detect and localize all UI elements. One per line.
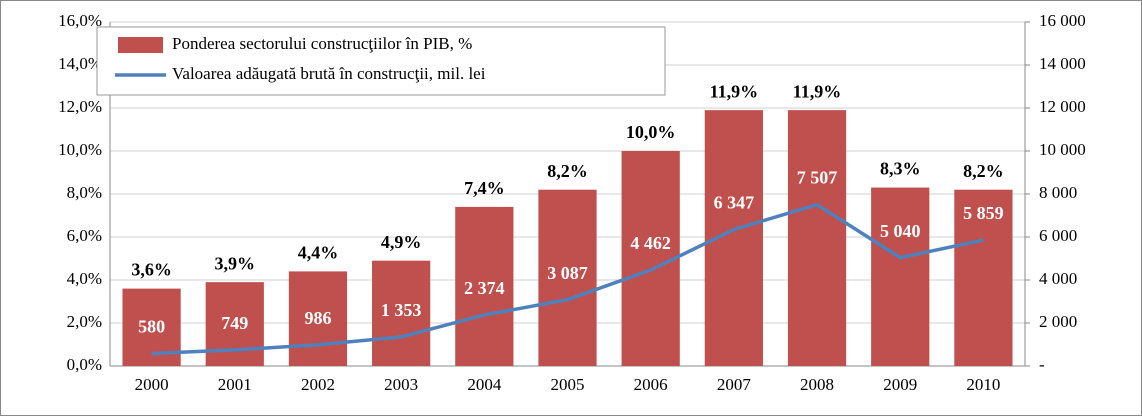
line-label: 6 347 [714, 193, 755, 213]
y-tick-label: 2,0% [67, 312, 102, 331]
bar-label: 4,9% [381, 232, 422, 252]
line-label: 5 859 [963, 203, 1004, 223]
line [151, 202, 984, 356]
bar-label: 4,4% [298, 243, 339, 263]
bar [621, 151, 680, 366]
x-tick-label: 2001 [218, 375, 252, 394]
y-tick-label: 0,0% [67, 355, 102, 374]
bar-label: 8,2% [547, 161, 588, 181]
legend-label: Valoarea adăugată brută în construcţii, … [172, 64, 486, 83]
bar [954, 189, 1013, 366]
x-tick-label: 2005 [551, 375, 585, 394]
bar-label: 7,4% [464, 178, 505, 198]
y2-tick-label: 16 000 [1039, 11, 1086, 30]
y2-tick-label: 6 000 [1039, 226, 1077, 245]
y2-tick-label: 4 000 [1039, 269, 1077, 288]
x-tick-label: 2007 [717, 375, 752, 394]
y-tick-label: 16,0% [58, 11, 102, 30]
y-tick-label: 10,0% [58, 140, 102, 159]
x-tick-label: 2010 [966, 375, 1000, 394]
bar-label: 8,2% [963, 161, 1004, 181]
line-label: 580 [138, 317, 165, 337]
bar-label: 3,9% [215, 253, 256, 273]
bar-label: 8,3% [880, 159, 921, 179]
x-tick-label: 2008 [800, 375, 834, 394]
y-tick-label: 4,0% [67, 269, 102, 288]
legend-box [96, 26, 666, 96]
line-label: 1 353 [381, 300, 422, 320]
y-tick-label: 12,0% [58, 97, 102, 116]
bar [871, 187, 930, 366]
legend-label: Ponderea sectorului construcţiilor în PI… [172, 34, 472, 53]
y2-tick-label: 14 000 [1039, 54, 1086, 73]
line-label: 3 087 [547, 263, 588, 283]
line-label: 2 374 [464, 278, 505, 298]
y2-tick-label: 2 000 [1039, 312, 1077, 331]
bar [538, 189, 597, 366]
y-tick-label: 14,0% [58, 54, 102, 73]
line-label: 4 462 [630, 233, 671, 253]
bar-label: 11,9% [793, 81, 842, 101]
bar [372, 260, 431, 366]
legend-swatch [118, 37, 163, 53]
y2-tick-label: 10 000 [1039, 140, 1086, 159]
x-tick-label: 2003 [384, 375, 418, 394]
x-tick-label: 2006 [634, 375, 668, 394]
line-label: 749 [221, 313, 248, 333]
y-tick-label: 8,0% [67, 183, 102, 202]
y-tick-label: 6,0% [67, 226, 102, 245]
line-label: 7 507 [797, 168, 838, 188]
x-tick-label: 2002 [301, 375, 335, 394]
y2-tick-label: 12 000 [1039, 97, 1086, 116]
bar [455, 206, 514, 366]
y2-tick-label: - [1039, 355, 1045, 374]
line-label: 986 [304, 308, 331, 328]
bar-label: 11,9% [710, 81, 759, 101]
bar-label: 3,6% [131, 260, 172, 280]
bar [288, 271, 348, 366]
x-tick-label: 2009 [883, 375, 917, 394]
y2-tick-label: 8 000 [1039, 183, 1077, 202]
line-label: 5 040 [880, 221, 921, 241]
bar [787, 110, 847, 367]
x-tick-label: 2004 [467, 375, 502, 394]
bar-label: 10,0% [626, 122, 676, 142]
x-tick-label: 2000 [135, 375, 169, 394]
